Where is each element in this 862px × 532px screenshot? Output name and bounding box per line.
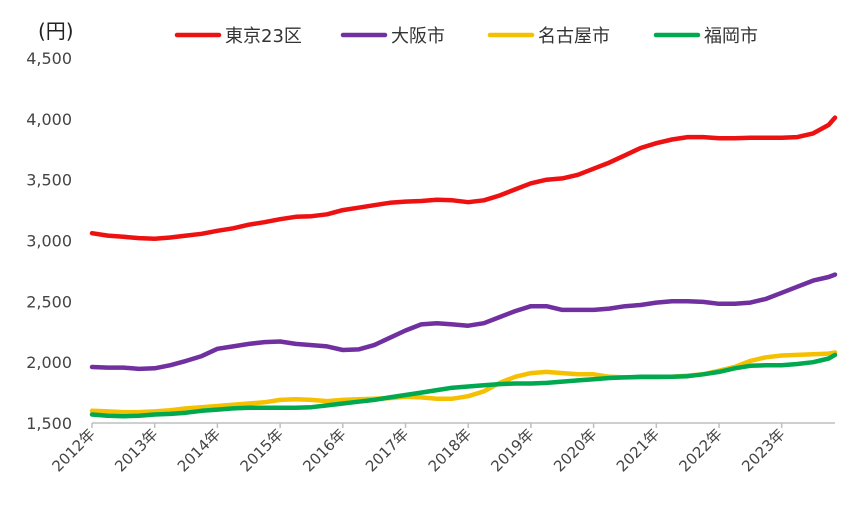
y-tick-label: 2,500 [26,292,72,311]
y-axis-unit-label: (円) [38,19,74,43]
series-line-2 [89,350,838,415]
x-tick-label: 2023年 [738,425,788,475]
legend-label: 大阪市 [391,26,445,47]
y-tick-label: 3,000 [26,232,72,251]
x-tick-label: 2016年 [299,425,349,475]
y-tick-label: 3,500 [26,171,72,190]
series-line-0 [89,115,838,241]
legend-label: 福岡市 [704,26,758,47]
x-tick-label: 2021年 [613,425,663,475]
y-tick-label: 1,500 [26,414,72,433]
x-tick-label: 2017年 [362,425,412,475]
y-tick-label: 4,000 [26,110,72,129]
x-tick-label: 2013年 [111,425,161,475]
x-tick-label: 2022年 [675,425,725,475]
x-tick-label: 2018年 [425,425,475,475]
x-tick-label: 2014年 [174,425,224,475]
legend: 東京23区 大阪市 名古屋市 福岡市 [174,26,758,47]
y-tick-label: 4,500 [26,49,72,68]
x-tick-label: 2015年 [237,425,287,475]
x-axis-ticks: 2012年 2013年 2014年 2015年 2016年 2017年 2018年 2019年… [48,423,789,475]
series-line-3 [89,352,838,419]
series-line-1 [89,272,838,372]
y-tick-label: 2,000 [26,353,72,372]
x-tick-label: 2020年 [550,425,600,475]
x-tick-label: 2019年 [487,425,537,475]
legend-label: 名古屋市 [538,26,610,47]
y-axis-ticks: 1,500 2,000 2,500 3,000 3,500 4,000 4,500 [26,49,72,433]
series-lines [89,115,838,419]
legend-label: 東京23区 [225,26,302,47]
